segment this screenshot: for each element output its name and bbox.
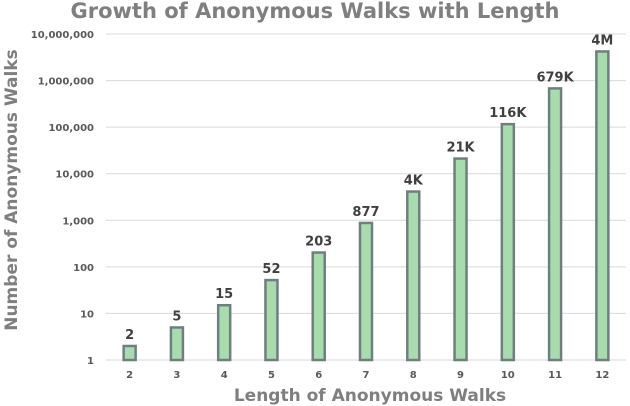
data-label: 52 — [262, 262, 280, 277]
x-tick-label: 10 — [501, 370, 515, 381]
x-tick-label: 12 — [595, 370, 609, 381]
data-label: 116K — [489, 106, 527, 121]
bar — [122, 344, 137, 362]
x-tick-label: 2 — [126, 370, 133, 381]
chart-title: Growth of Anonymous Walks with Length — [71, 0, 560, 23]
y-tick-label: 10,000,000 — [31, 30, 94, 41]
bar — [500, 122, 516, 362]
data-label: 4M — [591, 33, 613, 48]
data-labels: 2 5 15 52 203 877 4K 21K 116K 679K 4M — [125, 33, 613, 343]
y-tick-label: 10,000 — [55, 170, 94, 181]
x-tick-label: 6 — [315, 370, 322, 381]
bar — [406, 190, 421, 362]
y-tick-label: 1 — [87, 356, 94, 367]
x-tick-label: 11 — [548, 370, 562, 381]
data-label: 877 — [352, 205, 379, 220]
bar — [453, 157, 468, 362]
x-tick-label: 9 — [457, 370, 464, 381]
bar — [264, 278, 279, 362]
data-label: 203 — [305, 235, 332, 250]
x-tick-label: 4 — [221, 370, 228, 381]
tick-labels: 1 10 100 1,000 10,000 100,000 1,000,000 10,000,… — [31, 30, 610, 381]
bar — [169, 326, 185, 362]
bars — [122, 50, 610, 362]
bar — [358, 221, 374, 362]
x-tick-label: 3 — [173, 370, 180, 381]
data-label: 4K — [404, 174, 424, 189]
x-tick-label: 5 — [268, 370, 275, 381]
data-label: 15 — [215, 287, 233, 302]
bar — [595, 50, 610, 362]
y-tick-label: 10 — [80, 309, 94, 320]
y-tick-label: 1,000,000 — [38, 77, 94, 88]
x-tick-label: 7 — [363, 370, 370, 381]
data-label: 2 — [125, 328, 134, 343]
data-label: 679K — [536, 70, 574, 85]
data-label: 21K — [446, 141, 475, 156]
bar — [547, 87, 563, 362]
data-label: 5 — [172, 309, 181, 324]
bar — [311, 251, 326, 362]
y-tick-label: 100 — [73, 263, 94, 274]
y-tick-label: 1,000 — [62, 216, 94, 227]
x-axis-title: Length of Anonymous Walks — [234, 386, 506, 406]
x-tick-label: 8 — [410, 370, 417, 381]
y-tick-label: 100,000 — [48, 123, 94, 134]
y-axis-title: Number of Anonymous Walks — [2, 49, 22, 331]
bar — [216, 303, 232, 362]
